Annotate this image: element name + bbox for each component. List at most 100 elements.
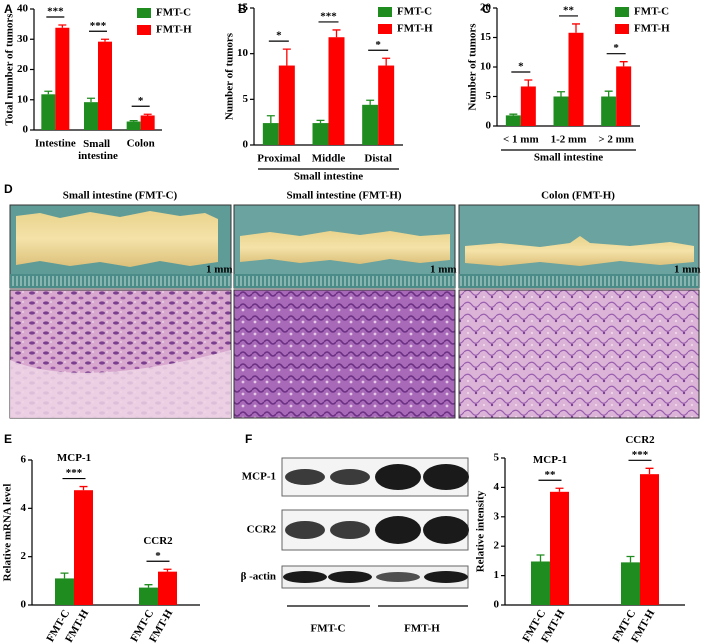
- x-tick-label: > 2 mm: [598, 134, 634, 146]
- bar: [74, 490, 93, 605]
- legend-label: FMT-C: [634, 6, 669, 18]
- error-bar: [143, 113, 152, 116]
- y-tick-label: 10: [237, 47, 249, 59]
- error-bar: [557, 91, 565, 97]
- bar: [616, 66, 632, 126]
- error-bar: [536, 554, 545, 562]
- significance-label: ***: [47, 6, 64, 18]
- bar: [41, 94, 56, 130]
- significance-label: ***: [632, 449, 649, 461]
- blot-group-label: FMT-C: [310, 623, 345, 635]
- ruler: [234, 274, 455, 288]
- western-blot: MCP-1 CCR2 β -actin FMT-C FMT-H: [241, 457, 469, 635]
- significance-label: *: [155, 550, 161, 562]
- error-bar: [163, 568, 172, 572]
- y-tick-label: 4: [494, 481, 500, 493]
- scale-label: 1 mm: [206, 264, 233, 276]
- y-tick-label: 1: [494, 569, 500, 581]
- bar: [553, 96, 569, 126]
- x-tick-label: < 1 mm: [503, 134, 539, 146]
- y-tick-label: 5: [494, 452, 500, 464]
- legend-swatch: [137, 8, 151, 18]
- legend-swatch: [615, 7, 629, 17]
- y-tick-label: 40: [17, 3, 29, 15]
- legend-swatch: [137, 25, 151, 35]
- error-bar: [58, 24, 67, 28]
- y-tick-label: 15: [480, 31, 492, 43]
- y-tick-label: 6: [21, 454, 27, 466]
- x-axis-label: Small intestine: [294, 171, 363, 183]
- significance-label: *: [518, 61, 524, 73]
- x-tick-label: Middle: [312, 153, 346, 165]
- tissue: [465, 236, 694, 266]
- y-tick-label: 20: [17, 63, 29, 75]
- y-tick-label: 2: [21, 550, 27, 562]
- legend-label: FMT-C: [397, 6, 432, 18]
- x-tick-label-line: Small: [83, 138, 113, 150]
- y-axis-label: Relative intensity: [475, 490, 487, 572]
- y-tick-label: 5: [243, 93, 249, 105]
- x-axis-label: Small intestine: [534, 152, 603, 164]
- blot-row-label: MCP-1: [242, 471, 276, 483]
- bar: [84, 102, 98, 130]
- legend-label: FMT-H: [397, 23, 433, 35]
- panel-letter: B: [238, 2, 247, 16]
- bar: [601, 96, 617, 126]
- significance-label: **: [563, 4, 575, 16]
- bar: [362, 104, 379, 145]
- y-tick-label: 0: [486, 120, 492, 132]
- blot-row-label: CCR2: [247, 524, 277, 536]
- y-tick-label: 5: [486, 90, 492, 102]
- category-label: CCR2: [625, 434, 655, 446]
- gross-photo: 1 mm: [458, 204, 701, 289]
- error-bar: [282, 48, 291, 66]
- bar: [328, 37, 345, 145]
- x-tick-label-line: intestine: [78, 150, 118, 162]
- error-bar: [332, 29, 341, 38]
- y-tick-label: 0: [23, 124, 29, 136]
- significance-label: *: [138, 95, 144, 107]
- histology: [233, 289, 456, 419]
- panel-letter: F: [245, 432, 252, 446]
- tissue: [16, 211, 218, 267]
- y-axis-label: Total number of tumors: [4, 13, 16, 126]
- error-bar: [555, 487, 564, 492]
- bar: [640, 474, 659, 605]
- bar: [312, 123, 329, 145]
- ruler: [10, 274, 231, 288]
- significance-label: ***: [66, 467, 83, 479]
- image-title: Small intestine (FMT-H): [286, 190, 401, 202]
- bar: [520, 86, 536, 126]
- y-tick-label: 10: [17, 93, 29, 105]
- x-tick-label: Colon: [127, 138, 155, 150]
- bar: [378, 65, 395, 145]
- bar: [278, 65, 295, 145]
- error-bar: [44, 90, 53, 95]
- y-tick-label: 30: [17, 33, 29, 45]
- panel-d: D Small intestine (FMT-C) Small intestin…: [4, 182, 701, 419]
- y-tick-label: 10: [480, 61, 492, 73]
- y-tick-label: 3: [494, 510, 500, 522]
- bar: [621, 562, 640, 605]
- x-tick-label: 1-2 mm: [551, 134, 587, 146]
- error-bar: [626, 555, 635, 563]
- category-label: MCP-1: [533, 454, 567, 466]
- significance-label: *: [375, 39, 381, 51]
- error-bar: [129, 119, 138, 122]
- x-tick-label: Intestine: [35, 138, 76, 150]
- bar: [550, 491, 569, 605]
- error-bar: [144, 584, 153, 588]
- error-bar: [572, 23, 580, 33]
- significance-label: *: [613, 42, 619, 54]
- gross-photo: 1 mm: [9, 204, 233, 289]
- y-tick-label: 0: [494, 599, 500, 611]
- bar: [262, 123, 279, 145]
- legend-label: FMT-C: [156, 7, 191, 19]
- legend-swatch: [378, 7, 392, 17]
- error-bar: [316, 119, 325, 124]
- bar: [98, 41, 112, 130]
- y-tick-label: 20: [480, 2, 492, 14]
- error-bar: [60, 572, 69, 579]
